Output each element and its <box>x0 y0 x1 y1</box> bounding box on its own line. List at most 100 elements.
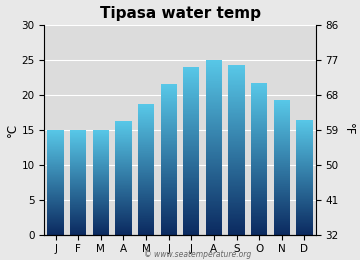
Bar <box>274 183 290 184</box>
Bar <box>48 208 64 209</box>
Bar <box>138 189 154 190</box>
Bar <box>251 181 267 182</box>
Bar <box>228 202 245 203</box>
Bar <box>161 104 177 105</box>
Bar <box>251 110 267 111</box>
Bar <box>251 136 267 137</box>
Bar <box>206 71 222 72</box>
Bar <box>251 177 267 178</box>
Bar <box>48 158 64 159</box>
Bar <box>183 187 199 188</box>
Bar <box>161 165 177 166</box>
Bar <box>93 210 109 211</box>
Bar <box>228 215 245 216</box>
Bar <box>206 169 222 170</box>
Bar <box>274 110 290 111</box>
Bar <box>296 214 312 215</box>
Bar <box>161 88 177 89</box>
Bar <box>274 139 290 140</box>
Bar <box>70 172 86 173</box>
Bar <box>274 154 290 155</box>
Bar <box>251 183 267 184</box>
Bar <box>70 203 86 204</box>
Bar <box>138 118 154 119</box>
Bar <box>296 124 312 125</box>
Bar <box>296 232 312 233</box>
Bar <box>296 183 312 184</box>
Bar <box>138 177 154 178</box>
Bar <box>296 207 312 208</box>
Bar <box>274 171 290 172</box>
Bar <box>274 231 290 232</box>
Bar <box>228 187 245 188</box>
Bar <box>93 186 109 187</box>
Bar <box>296 203 312 204</box>
Bar <box>115 219 132 220</box>
Bar <box>138 123 154 124</box>
Bar <box>251 118 267 119</box>
Bar <box>274 143 290 144</box>
Bar <box>228 165 245 166</box>
Bar <box>274 179 290 180</box>
Bar <box>93 227 109 228</box>
Bar <box>274 197 290 198</box>
Bar <box>183 128 199 129</box>
Bar <box>183 192 199 193</box>
Bar <box>206 136 222 138</box>
Bar <box>228 195 245 196</box>
Bar <box>206 106 222 107</box>
Bar <box>48 199 64 200</box>
Bar <box>183 140 199 141</box>
Bar <box>228 223 245 224</box>
Bar <box>206 65 222 66</box>
Bar <box>296 134 312 135</box>
Bar <box>206 70 222 71</box>
Bar <box>70 218 86 219</box>
Bar <box>206 96 222 97</box>
Bar <box>206 83 222 84</box>
Bar <box>251 155 267 156</box>
Bar <box>138 155 154 156</box>
Bar <box>161 202 177 203</box>
Bar <box>206 92 222 93</box>
Bar <box>296 128 312 129</box>
Bar <box>138 130 154 131</box>
Bar <box>70 156 86 157</box>
Bar <box>115 129 132 130</box>
Bar <box>228 118 245 119</box>
Bar <box>251 156 267 157</box>
Bar <box>161 194 177 195</box>
Bar <box>48 185 64 186</box>
Bar <box>251 215 267 216</box>
Bar <box>48 159 64 160</box>
Bar <box>93 202 109 203</box>
Bar <box>70 168 86 169</box>
Bar <box>274 114 290 115</box>
Bar <box>251 113 267 114</box>
Bar <box>206 217 222 218</box>
Bar <box>70 193 86 194</box>
Bar <box>161 87 177 88</box>
Bar <box>228 73 245 74</box>
Bar <box>296 175 312 176</box>
Bar <box>274 170 290 171</box>
Bar <box>115 165 132 166</box>
Bar <box>206 116 222 117</box>
Bar <box>183 207 199 208</box>
Bar <box>70 232 86 233</box>
Bar <box>183 154 199 155</box>
Bar <box>70 196 86 197</box>
Bar <box>206 118 222 119</box>
Bar <box>228 68 245 69</box>
Bar <box>206 206 222 207</box>
Bar <box>161 114 177 115</box>
Bar <box>138 230 154 231</box>
Bar <box>274 125 290 126</box>
Bar <box>296 142 312 143</box>
Bar <box>115 200 132 201</box>
Bar <box>161 170 177 171</box>
Bar <box>183 81 199 82</box>
Bar <box>228 119 245 120</box>
Bar <box>206 178 222 179</box>
Bar <box>274 147 290 148</box>
